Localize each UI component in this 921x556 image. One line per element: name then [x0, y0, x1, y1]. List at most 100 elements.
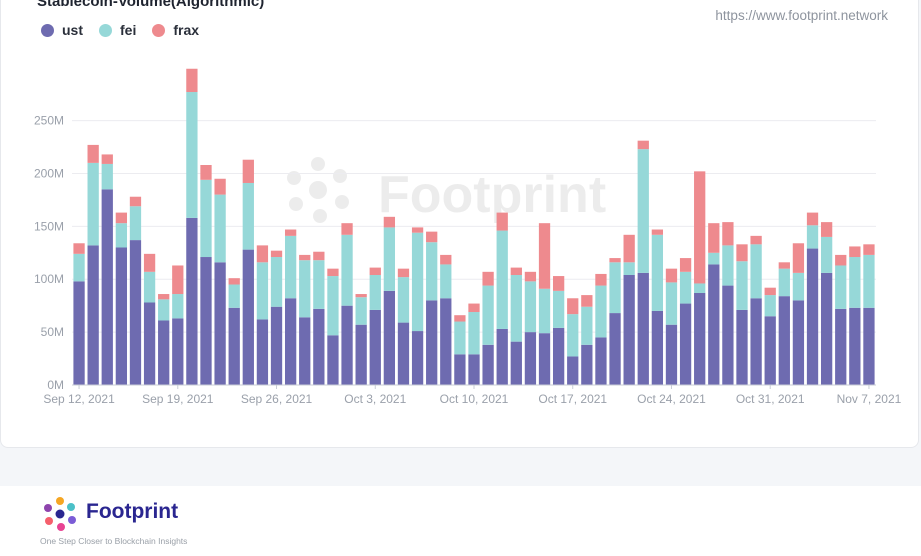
- bar-fei[interactable]: [426, 242, 438, 301]
- bar-ust[interactable]: [228, 307, 240, 385]
- bar-fei[interactable]: [764, 295, 776, 317]
- bar-frax[interactable]: [736, 244, 748, 262]
- bar-ust[interactable]: [736, 309, 748, 385]
- bar-ust[interactable]: [665, 324, 678, 385]
- bar-frax[interactable]: [143, 253, 156, 272]
- bar-frax[interactable]: [411, 227, 424, 233]
- bar-ust[interactable]: [468, 354, 480, 385]
- bar-frax[interactable]: [524, 271, 537, 282]
- bar-fei[interactable]: [651, 234, 664, 311]
- bar-frax[interactable]: [764, 287, 776, 296]
- bar-frax[interactable]: [708, 223, 720, 253]
- bar-fei[interactable]: [284, 235, 297, 299]
- bar-ust[interactable]: [143, 302, 156, 386]
- bar-fei[interactable]: [143, 271, 156, 303]
- bar-frax[interactable]: [694, 171, 706, 284]
- bar-fei[interactable]: [482, 285, 494, 345]
- bar-fei[interactable]: [623, 262, 635, 275]
- bar-ust[interactable]: [552, 327, 565, 385]
- bar-frax[interactable]: [792, 243, 805, 273]
- bar-fei[interactable]: [341, 234, 353, 306]
- bar-ust[interactable]: [411, 331, 424, 385]
- bar-ust[interactable]: [383, 290, 396, 385]
- bar-ust[interactable]: [87, 245, 99, 385]
- bar-fei[interactable]: [595, 285, 607, 338]
- bar-fei[interactable]: [256, 262, 269, 320]
- bar-fei[interactable]: [665, 282, 678, 325]
- bar-frax[interactable]: [806, 212, 819, 226]
- bar-ust[interactable]: [200, 257, 212, 385]
- bar-frax[interactable]: [172, 265, 184, 295]
- bar-fei[interactable]: [778, 268, 790, 297]
- bar-ust[interactable]: [341, 305, 353, 385]
- bar-fei[interactable]: [849, 257, 861, 308]
- bar-fei[interactable]: [722, 245, 734, 286]
- bar-frax[interactable]: [820, 222, 833, 237]
- bar-fei[interactable]: [567, 314, 579, 357]
- bar-frax[interactable]: [158, 294, 170, 300]
- bar-ust[interactable]: [835, 308, 847, 385]
- legend-item-ust[interactable]: ust: [41, 22, 83, 38]
- bar-frax[interactable]: [242, 159, 254, 183]
- bar-frax[interactable]: [510, 267, 522, 275]
- bar-fei[interactable]: [835, 265, 847, 309]
- bar-frax[interactable]: [200, 165, 212, 180]
- bar-ust[interactable]: [581, 344, 593, 385]
- bar-ust[interactable]: [524, 332, 537, 385]
- bar-frax[interactable]: [538, 223, 551, 289]
- bar-fei[interactable]: [397, 277, 410, 323]
- bar-fei[interactable]: [228, 284, 240, 308]
- bar-ust[interactable]: [849, 307, 861, 385]
- bar-fei[interactable]: [679, 271, 692, 304]
- bar-frax[interactable]: [73, 243, 85, 254]
- bar-fei[interactable]: [270, 257, 283, 307]
- bar-frax[interactable]: [623, 234, 635, 263]
- bar-frax[interactable]: [369, 267, 381, 275]
- bar-frax[interactable]: [595, 273, 607, 286]
- bar-fei[interactable]: [609, 262, 621, 314]
- bar-fei[interactable]: [496, 230, 508, 329]
- bar-ust[interactable]: [115, 247, 128, 386]
- bar-ust[interactable]: [214, 262, 226, 385]
- bar-frax[interactable]: [722, 222, 734, 246]
- bar-ust[interactable]: [750, 298, 762, 385]
- bar-fei[interactable]: [355, 297, 367, 325]
- bar-frax[interactable]: [426, 231, 438, 243]
- bar-frax[interactable]: [299, 254, 311, 261]
- bar-fei[interactable]: [736, 261, 748, 310]
- bar-fei[interactable]: [172, 294, 184, 319]
- bar-ust[interactable]: [355, 324, 367, 385]
- bar-frax[interactable]: [679, 258, 692, 272]
- bar-ust[interactable]: [595, 337, 607, 385]
- bar-frax[interactable]: [440, 254, 452, 265]
- bar-ust[interactable]: [792, 300, 805, 385]
- bar-ust[interactable]: [496, 328, 508, 385]
- bar-ust[interactable]: [256, 319, 269, 385]
- bar-fei[interactable]: [538, 288, 551, 334]
- bar-fei[interactable]: [327, 276, 339, 336]
- bar-frax[interactable]: [468, 303, 480, 313]
- bar-ust[interactable]: [369, 309, 381, 385]
- bar-ust[interactable]: [623, 275, 635, 385]
- bar-frax[interactable]: [129, 196, 142, 207]
- bar-ust[interactable]: [313, 308, 325, 385]
- source-link[interactable]: https://www.footprint.network: [715, 8, 888, 23]
- bar-frax[interactable]: [567, 298, 579, 315]
- bar-frax[interactable]: [609, 258, 621, 263]
- bar-ust[interactable]: [778, 296, 790, 385]
- bar-frax[interactable]: [383, 216, 396, 228]
- legend-item-fei[interactable]: fei: [99, 22, 136, 38]
- bar-ust[interactable]: [651, 310, 664, 385]
- bar-ust[interactable]: [172, 318, 184, 385]
- bar-frax[interactable]: [101, 154, 113, 164]
- bar-fei[interactable]: [863, 254, 875, 308]
- bar-fei[interactable]: [87, 162, 99, 246]
- bar-fei[interactable]: [101, 163, 113, 190]
- bar-frax[interactable]: [186, 68, 198, 93]
- bar-ust[interactable]: [637, 272, 649, 385]
- bar-frax[interactable]: [496, 212, 508, 231]
- bar-fei[interactable]: [383, 227, 396, 291]
- bar-frax[interactable]: [637, 140, 649, 150]
- bar-ust[interactable]: [722, 285, 734, 385]
- bar-fei[interactable]: [158, 299, 170, 321]
